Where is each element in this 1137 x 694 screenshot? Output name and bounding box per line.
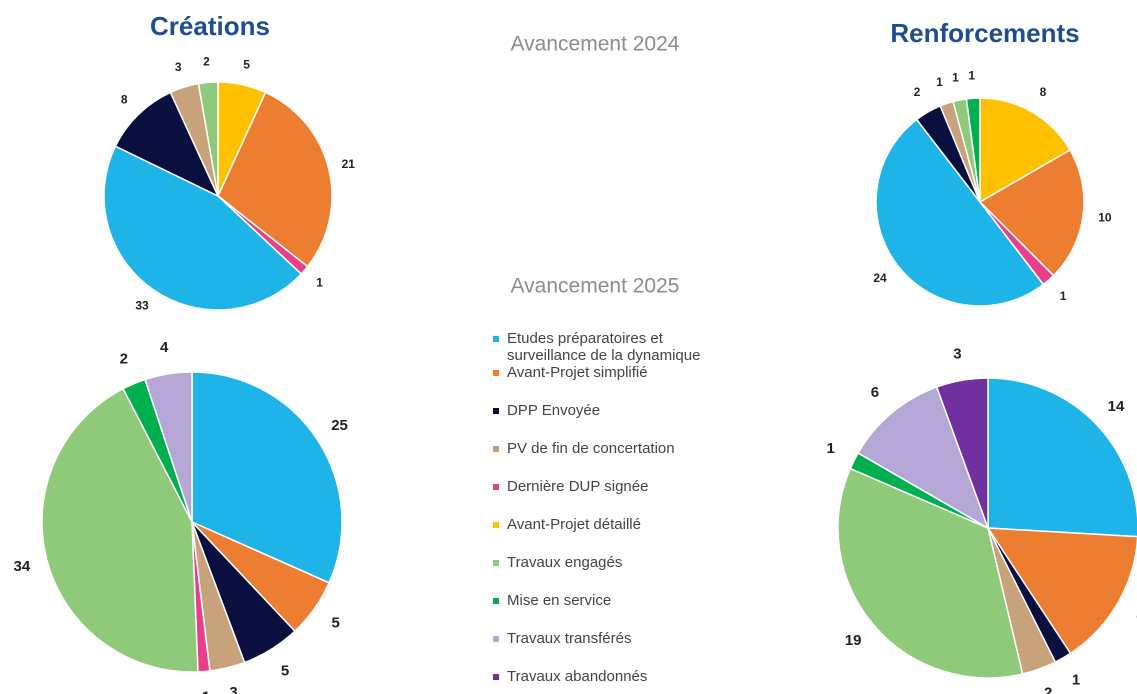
data-label: 8 [121,92,128,106]
pie-slice [857,386,990,530]
legend-swatch [493,522,499,528]
legend-label: Avant-Projet détaillé [507,516,641,533]
legend-item: Etudes préparatoires et surveillance de … [493,330,743,364]
legend-label: Travaux abandonnés [507,668,648,685]
pie-slice [965,97,981,203]
pie-slice [979,97,1072,204]
data-label: 1 [202,688,210,694]
pie-slice [935,377,989,529]
pie-slice [103,145,303,311]
legend-swatch [493,560,499,566]
legend-item: Mise en service [493,592,743,613]
data-label: 5 [243,57,250,71]
data-label: 1 [936,75,943,89]
legend-label: Mise en service [507,592,612,609]
legend-label: Dernière DUP signée [507,478,649,495]
data-label: 14 [1108,398,1125,415]
data-label: 33 [135,299,149,313]
data-label: 3 [229,684,237,694]
data-label: 1 [827,440,835,457]
data-label: 5 [281,662,289,679]
legend-label: Etudes préparatoires et surveillance de … [507,330,701,364]
year-heading: Avancement 2024 [511,33,680,56]
legend-item: Travaux abandonnés [493,668,743,689]
pie-slice [217,91,333,268]
legend-swatch [493,446,499,452]
legend-item: Avant-Projet détaillé [493,516,743,537]
legend-item: Dernière DUP signée [493,478,743,499]
legend-swatch [493,598,499,604]
data-label: 1 [968,68,975,82]
data-label: 8 [1040,85,1047,99]
pie-slice [875,118,1045,307]
data-label: 1 [952,71,959,85]
data-label: 4 [160,339,169,356]
data-label: 19 [845,632,862,649]
data-label: 5 [331,615,339,632]
pie-slice [837,467,1024,679]
data-label: 25 [331,417,348,434]
legend-swatch [493,408,499,414]
data-label: 2 [1044,684,1052,694]
heading: Renforcements [890,18,1079,48]
data-label: 6 [871,384,879,401]
pie-slice [144,371,193,523]
data-label: 10 [1098,211,1112,225]
data-label: 34 [14,558,31,575]
data-label: 24 [873,271,887,285]
legend-item: Travaux transférés [493,630,743,651]
data-label: 3 [175,60,182,74]
data-label: 2 [120,351,128,368]
legend-item: Avant-Projet simplifié [493,364,743,385]
legend-swatch [493,484,499,490]
legend-swatch [493,636,499,642]
pie-slice [197,81,219,197]
data-label: 3 [953,346,961,363]
legend-label: Avant-Projet simplifié [507,364,648,381]
data-label: 1 [1060,289,1067,303]
data-label: 2 [914,85,921,99]
pie-slice [114,91,220,198]
legend-item: Travaux engagés [493,554,743,575]
data-label: 1 [316,276,323,290]
legend-label: PV de fin de concertation [507,440,675,457]
legend-label: Travaux transférés [507,630,632,647]
legend-swatch [493,336,499,342]
legend-item: DPP Envoyée [493,402,743,423]
data-label: 21 [342,157,356,171]
legend-label: Travaux engagés [507,554,623,571]
pie-slice [191,371,343,584]
legend-swatch [493,674,499,680]
data-label: 1 [1072,671,1080,688]
year-heading: Avancement 2025 [511,275,680,298]
heading: Créations [150,11,270,41]
data-label: 2 [203,55,210,69]
legend-swatch [493,370,499,376]
legend-item: PV de fin de concertation [493,440,743,461]
legend-label: DPP Envoyée [507,402,601,419]
legend: Etudes préparatoires et surveillance de … [493,330,743,694]
pie-slice [978,148,1085,277]
